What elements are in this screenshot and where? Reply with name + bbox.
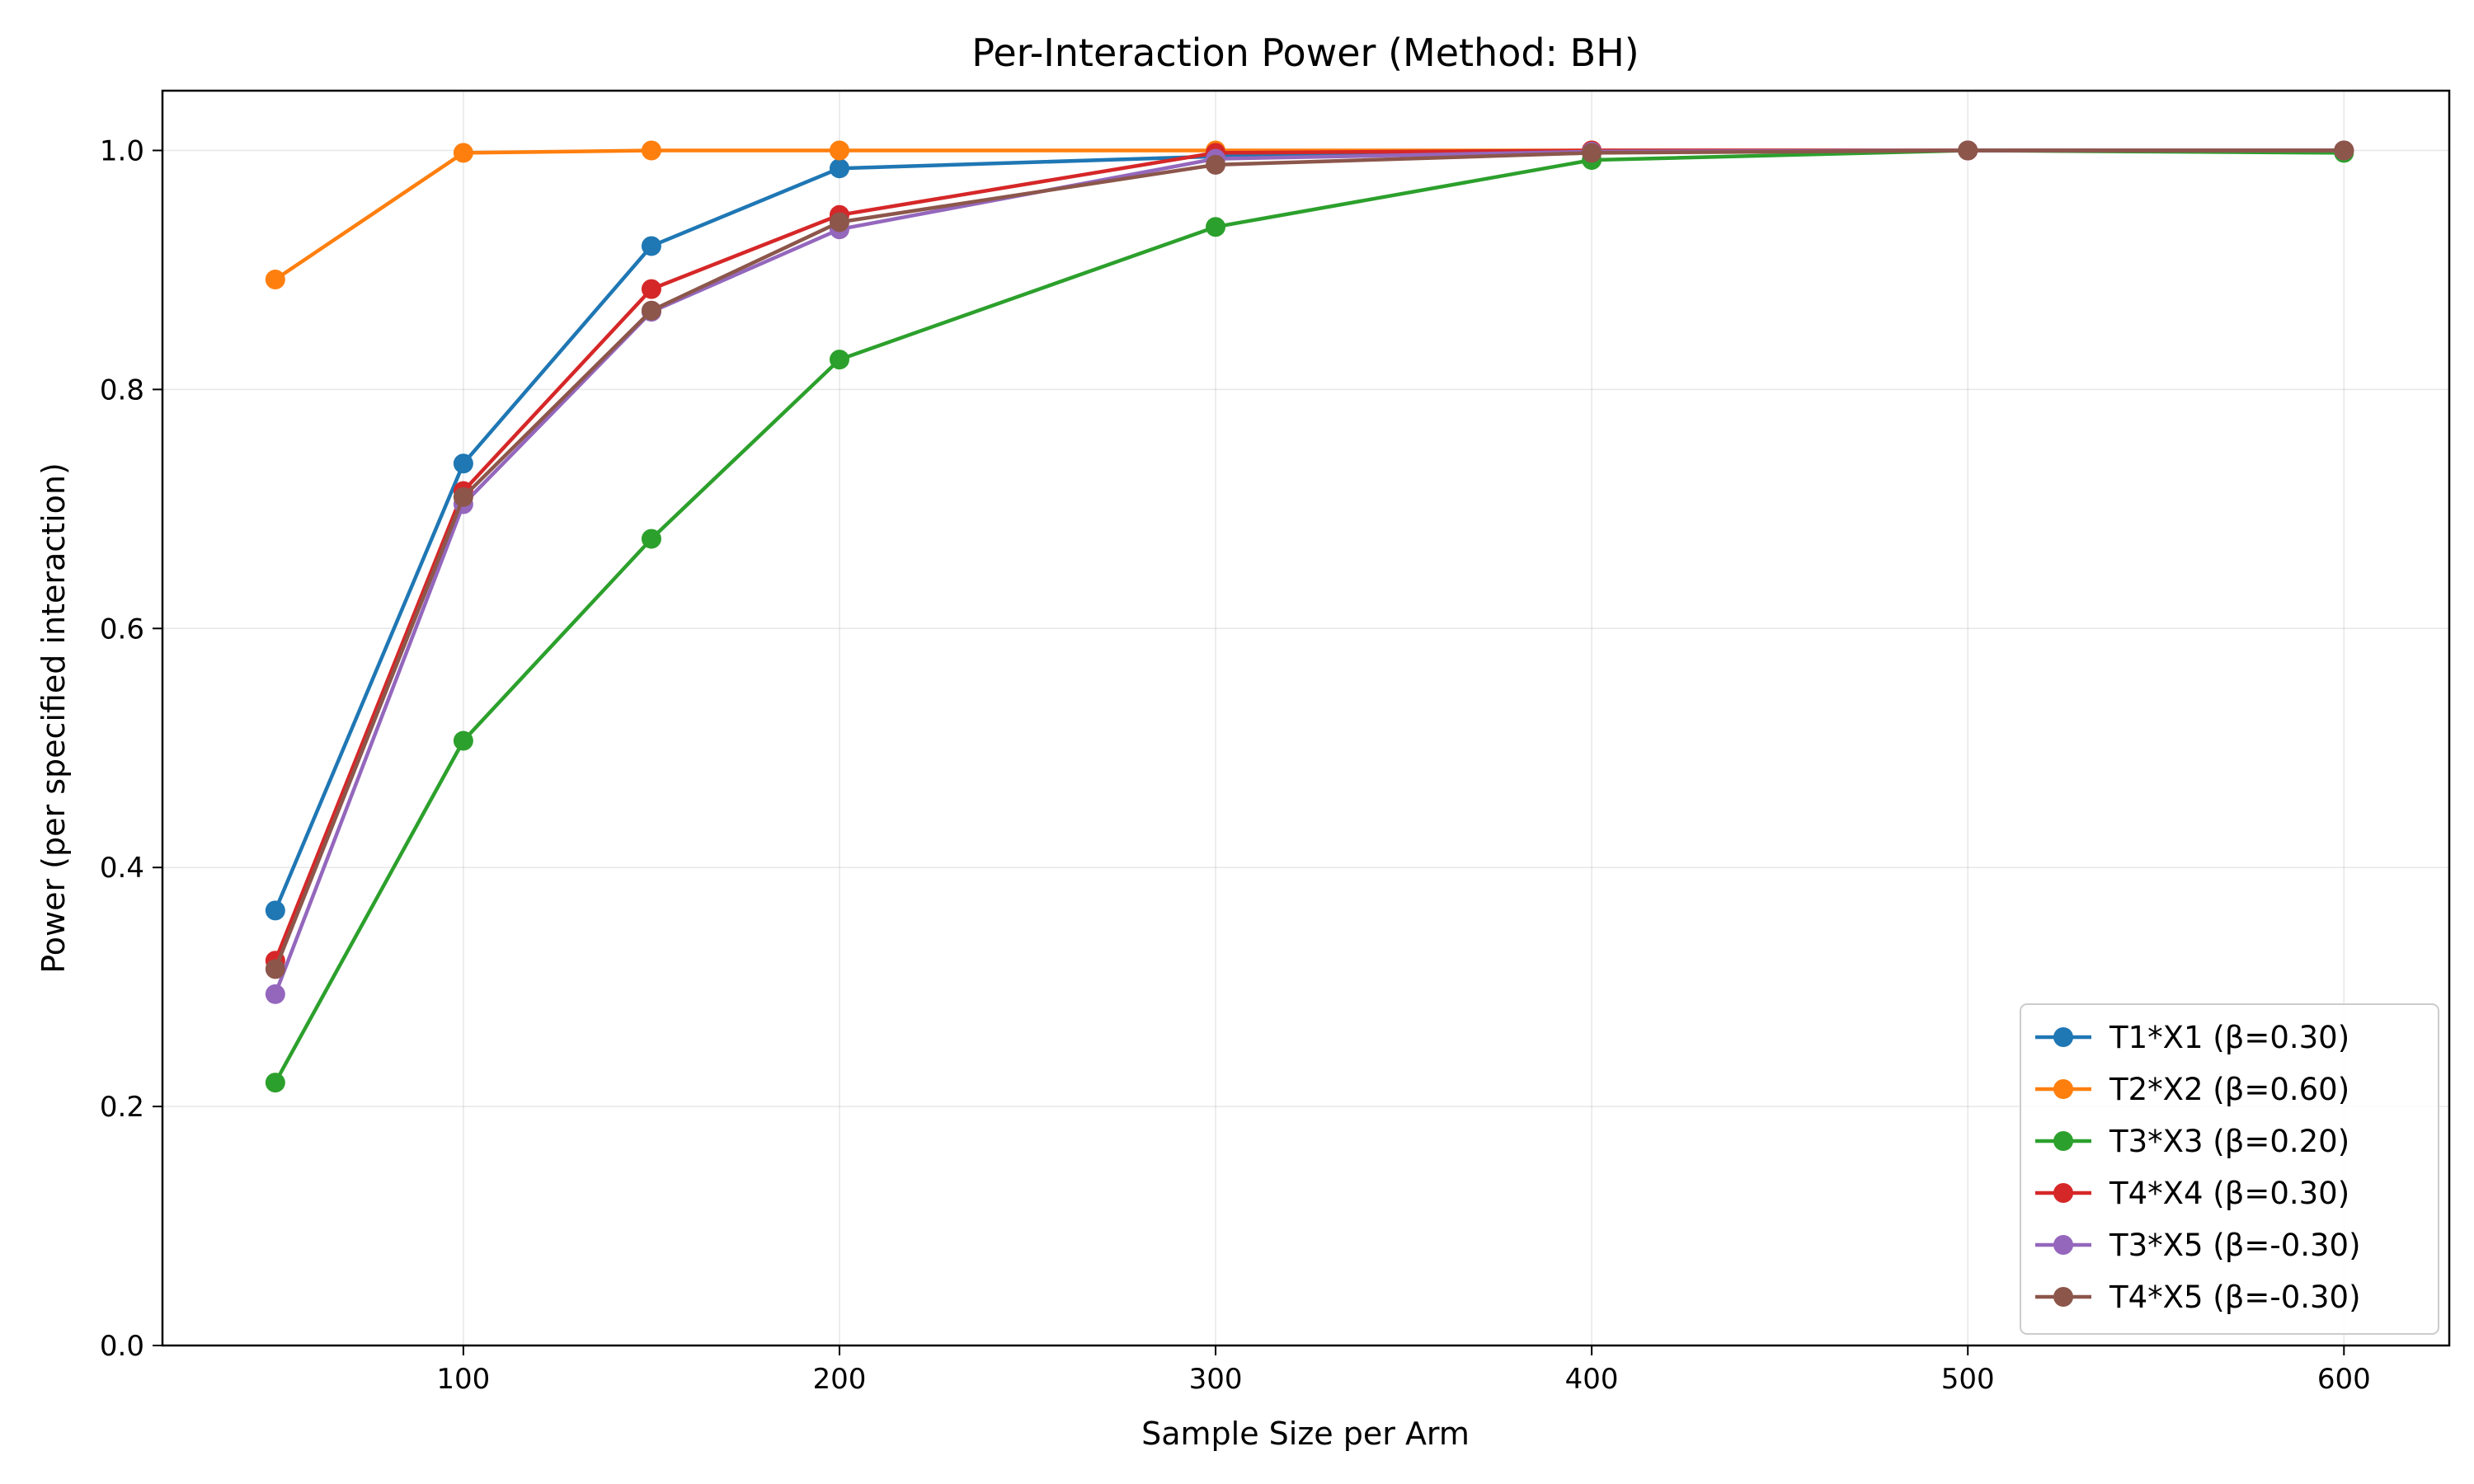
y-tick-label: 0.2	[100, 1091, 144, 1124]
series-6	[265, 140, 2354, 979]
x-tick-label: 600	[2317, 1363, 2371, 1396]
axis-ticks: 100 200 300 400 500 600 0.0 0.2 0.4 0.6 0.8 1.0	[100, 134, 2371, 1396]
legend-marker	[2053, 1183, 2073, 1203]
data-point	[1582, 143, 1602, 163]
y-tick-label: 0.6	[100, 613, 144, 646]
data-point	[641, 528, 661, 549]
data-point	[453, 486, 473, 507]
x-tick-label: 100	[436, 1363, 490, 1396]
legend-label: T1*X1 (β=0.30)	[2109, 1020, 2349, 1055]
data-point	[265, 900, 285, 921]
y-tick-label: 0.8	[100, 373, 144, 406]
legend-marker	[2053, 1287, 2073, 1307]
data-point	[641, 236, 661, 256]
data-point	[453, 453, 473, 474]
x-tick-label: 500	[1941, 1363, 1995, 1396]
data-point	[641, 300, 661, 321]
legend-entry: T4*X4 (β=0.30)	[2035, 1176, 2349, 1211]
series-lines	[265, 140, 2354, 1093]
data-point	[1206, 154, 1226, 175]
data-point	[265, 984, 285, 1004]
legend-marker	[2053, 1079, 2073, 1099]
legend-label: T2*X2 (β=0.60)	[2109, 1072, 2349, 1107]
legend-marker	[2053, 1235, 2073, 1255]
legend-label: T4*X5 (β=-0.30)	[2109, 1280, 2361, 1315]
data-point	[641, 140, 661, 161]
data-point	[829, 158, 849, 179]
data-point	[829, 212, 849, 232]
data-point	[641, 279, 661, 299]
data-point	[453, 730, 473, 751]
legend-box	[2020, 1003, 2439, 1335]
chart-title: Per-Interaction Power (Method: BH)	[971, 31, 1639, 75]
legend-label: T3*X5 (β=-0.30)	[2109, 1228, 2361, 1263]
legend: T1*X1 (β=0.30) T2*X2 (β=0.60) T3*X3 (β=0.2…	[2020, 1003, 2439, 1335]
data-point	[829, 350, 849, 370]
x-axis-label: Sample Size per Arm	[1141, 1416, 1470, 1452]
legend-entry: T3*X3 (β=0.20)	[2035, 1124, 2349, 1159]
legend-marker	[2053, 1027, 2073, 1047]
data-point	[265, 270, 285, 290]
data-point	[453, 143, 473, 163]
plot-frame	[161, 89, 2451, 1347]
y-axis-label: Power (per specified interaction)	[35, 463, 72, 974]
y-tick-label: 1.0	[100, 134, 144, 167]
x-tick-label: 200	[813, 1363, 867, 1396]
y-tick-label: 0.4	[100, 852, 144, 885]
x-tick-label: 400	[1565, 1363, 1619, 1396]
legend-label: T4*X4 (β=0.30)	[2109, 1176, 2349, 1211]
legend-label: T3*X3 (β=0.20)	[2109, 1124, 2349, 1159]
legend-entry: T3*X5 (β=-0.30)	[2035, 1228, 2361, 1263]
legend-entry: T1*X1 (β=0.30)	[2035, 1020, 2349, 1055]
series-line	[273, 148, 2345, 970]
data-point	[265, 1073, 285, 1093]
y-tick-label: 0.0	[100, 1330, 144, 1363]
data-point	[829, 140, 849, 161]
legend-marker	[2053, 1131, 2073, 1151]
data-point	[1206, 217, 1226, 237]
data-point	[1958, 140, 1978, 161]
data-point	[265, 959, 285, 979]
x-tick-label: 300	[1189, 1363, 1243, 1396]
legend-entry: T2*X2 (β=0.60)	[2035, 1072, 2349, 1107]
legend-entry: T4*X5 (β=-0.30)	[2035, 1280, 2361, 1315]
data-point	[2334, 140, 2354, 161]
